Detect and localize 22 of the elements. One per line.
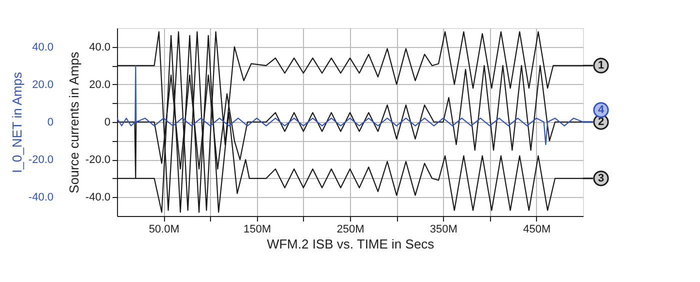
x-tick-label: 50.0M: [148, 224, 180, 236]
y2-axis-title: Source currents in Amps: [66, 51, 82, 194]
y2-tick-label: 40.0: [89, 41, 110, 54]
x-tick-label: 450M: [523, 224, 551, 236]
legend-label: 3: [598, 172, 604, 184]
y-tick-label: -20.0: [28, 154, 54, 166]
y-tick-label: 20.0: [32, 78, 54, 91]
y-tick-label: 0: [47, 116, 54, 128]
y-tick-label: 40.0: [32, 41, 54, 54]
legend-label: 2: [598, 116, 604, 128]
y2-tick-label: -40.0: [85, 192, 110, 204]
y-axis-title: I_0_NET in Amps: [9, 72, 24, 173]
x-tick-label: 250M: [336, 224, 364, 236]
legend-label: 1: [598, 60, 604, 72]
y2-tick-label: 0: [104, 116, 110, 128]
x-axis-title: WFM.2 ISB vs. TIME in Secs: [266, 236, 435, 252]
y2-tick-label: 20.0: [89, 78, 110, 91]
series-label: 4: [598, 104, 605, 116]
x-tick-label: 350M: [430, 224, 458, 236]
y-tick-label: -40.0: [28, 192, 54, 204]
x-tick-label: 150M: [244, 224, 272, 236]
y2-tick-label: -20.0: [85, 154, 110, 166]
